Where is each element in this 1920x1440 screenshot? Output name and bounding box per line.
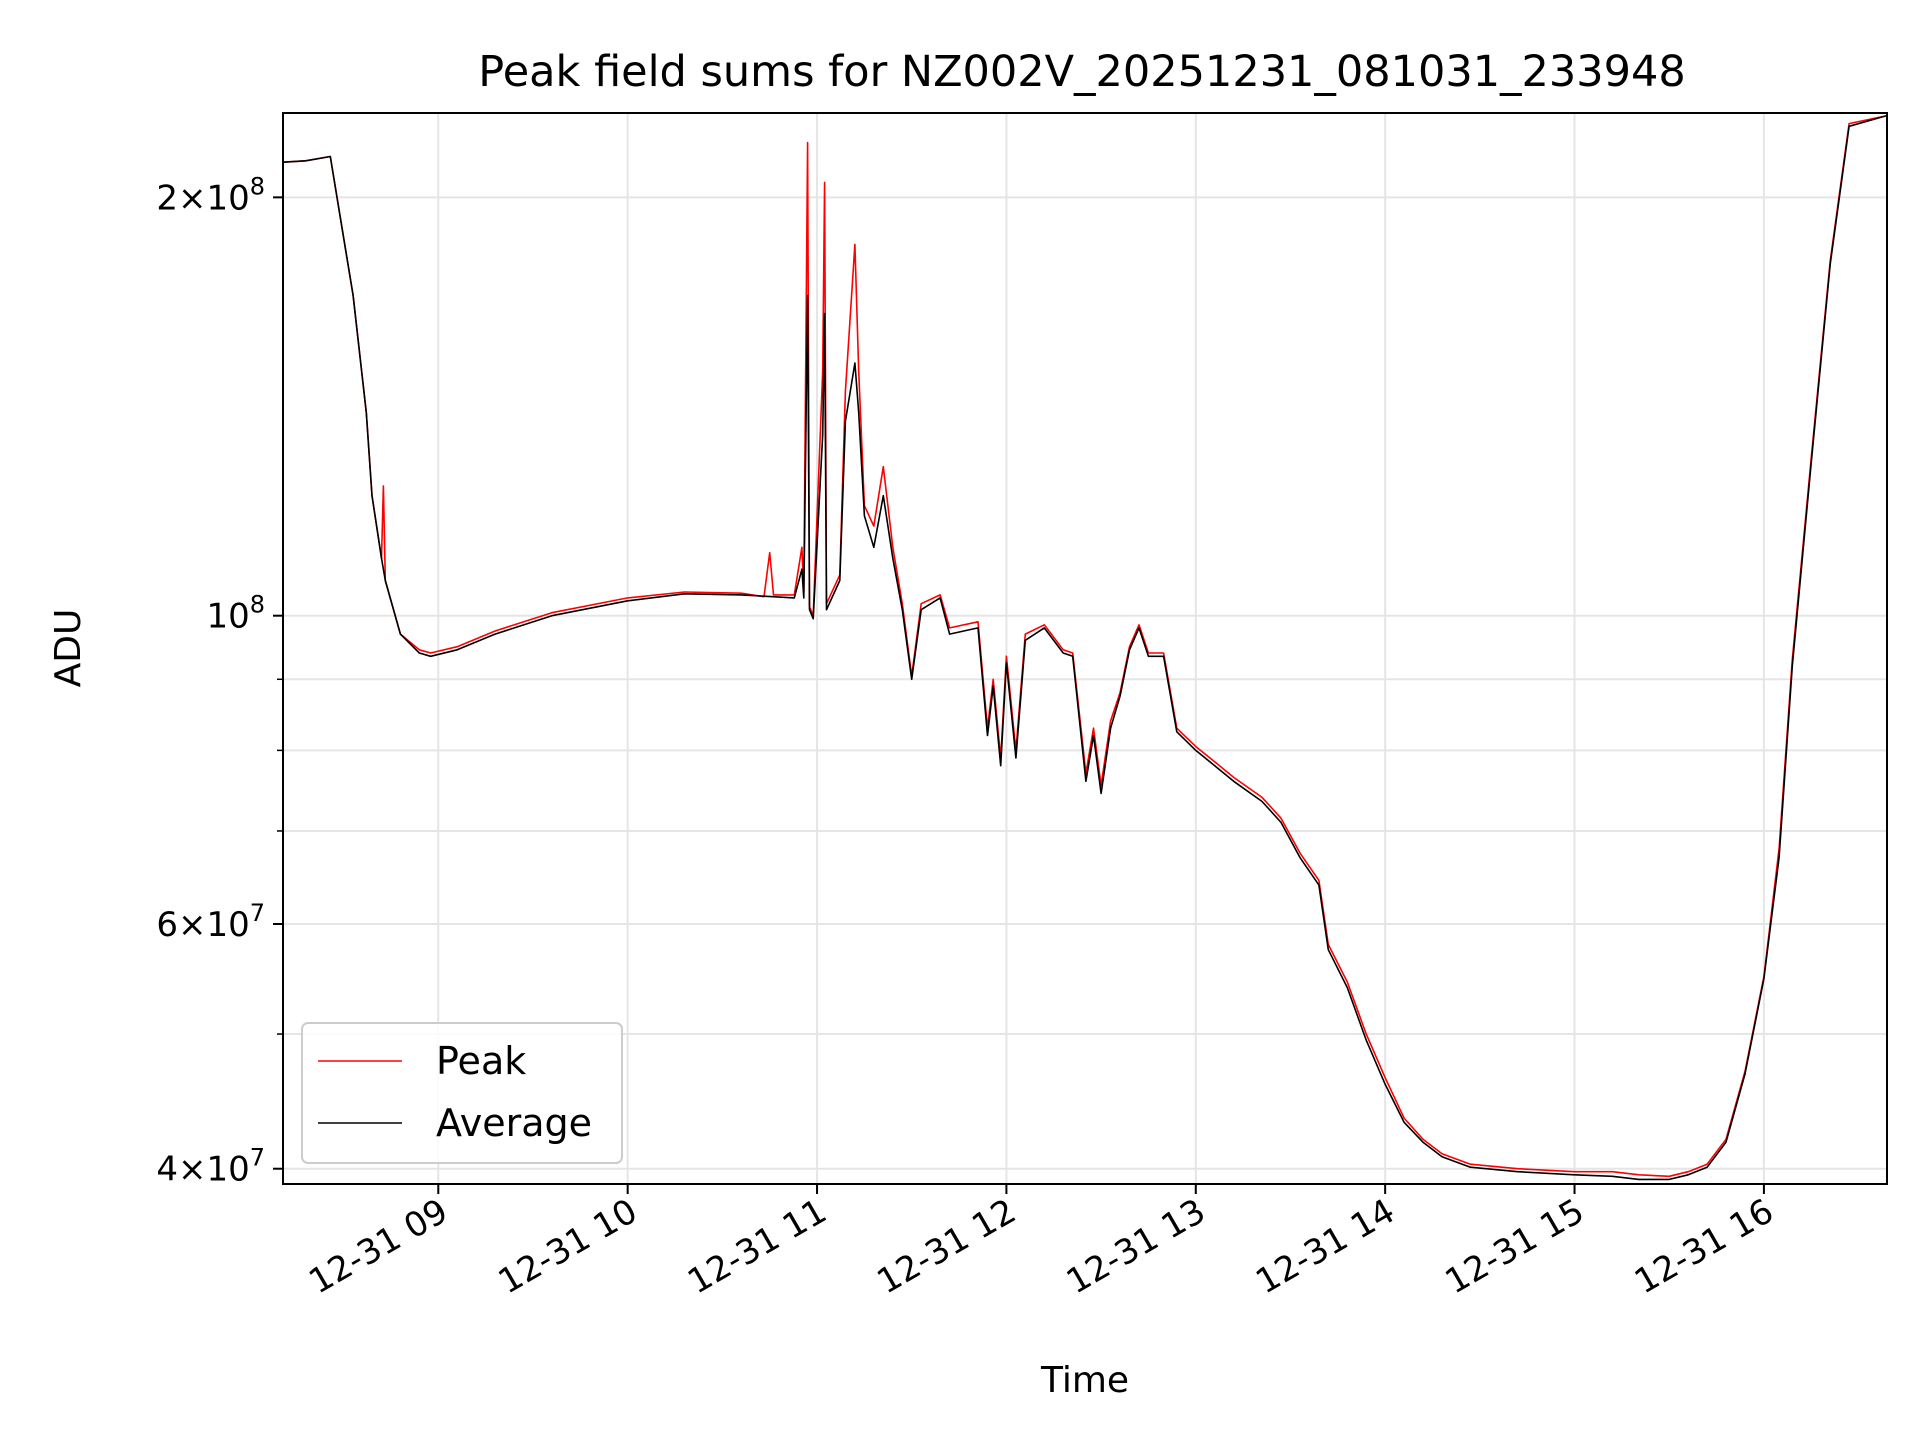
chart-title: Peak field sums for NZ002V_20251231_0810… [478,47,1685,97]
y-tick-label: 4×107 [156,1144,265,1190]
legend-box [301,1022,623,1164]
y-tick-label: 108 [206,591,265,637]
legend: Peak Average [301,1022,623,1164]
x-axis-title: Time [1040,1360,1129,1401]
y-axis: 4×107 6×107 108 2×108 [156,172,283,1190]
series-line-average [283,114,1887,1181]
series-layer [283,114,1887,1181]
plot-frame [282,112,1888,1185]
y-tick-label: 6×107 [156,899,265,945]
y-tick-label: 2×108 [156,172,265,218]
legend-average-label: Average [436,1101,592,1145]
grid [283,113,1887,1184]
legend-peak-label: Peak [436,1039,526,1083]
y-axis-title: ADU [48,609,89,688]
